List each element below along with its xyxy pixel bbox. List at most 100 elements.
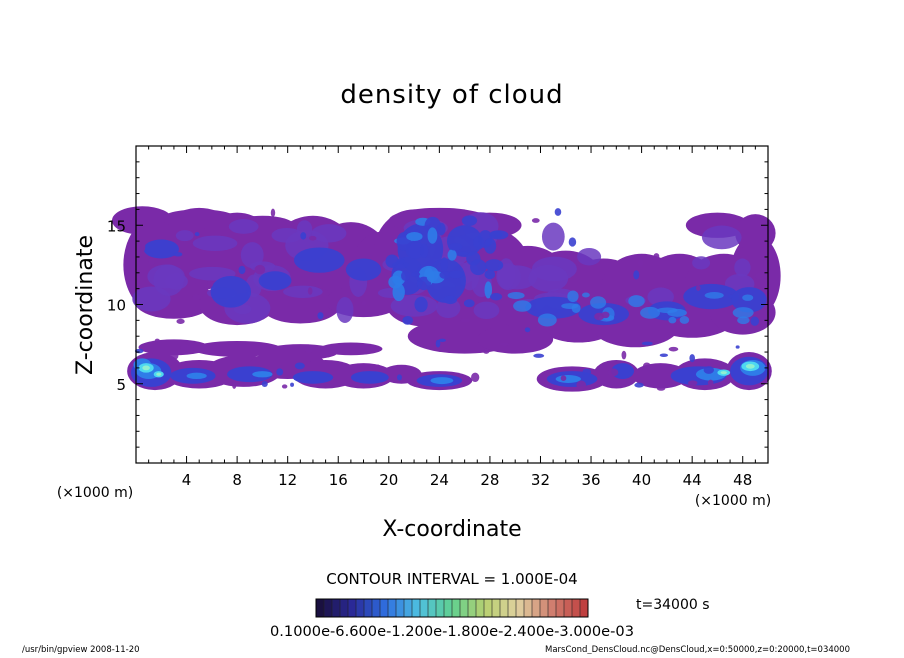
density-blob <box>304 344 313 354</box>
density-blob <box>531 218 540 223</box>
density-blob <box>463 299 475 308</box>
density-blob <box>490 293 503 301</box>
density-blob <box>416 276 432 291</box>
density-blob <box>156 372 162 376</box>
density-blob <box>345 258 382 281</box>
density-blob <box>507 291 525 300</box>
density-blob <box>483 348 490 354</box>
density-blob <box>401 270 411 282</box>
density-blob <box>754 272 766 280</box>
density-blob <box>300 232 307 240</box>
colorbar-cell <box>332 599 341 617</box>
density-blob <box>406 232 423 241</box>
density-blob <box>270 208 276 218</box>
density-blob <box>484 259 504 272</box>
density-blob <box>350 371 389 384</box>
density-blob <box>238 265 246 275</box>
density-blob <box>336 297 354 324</box>
contour-interval: CONTOUR INTERVAL = 1.000E-04 <box>326 570 577 588</box>
density-blob <box>307 287 313 295</box>
density-blob <box>571 303 581 314</box>
density-blob <box>687 380 698 386</box>
colorbar-cell <box>460 599 469 617</box>
density-blob <box>186 372 207 379</box>
colorbar-cell <box>428 599 437 617</box>
density-blob <box>607 368 619 377</box>
density-blob <box>707 379 714 387</box>
density-blob <box>524 327 531 333</box>
density-blob <box>153 264 184 297</box>
density-blob <box>473 301 500 320</box>
density-blob <box>576 380 587 390</box>
density-blob <box>656 386 666 391</box>
density-blob <box>621 350 627 360</box>
colorbar-cell <box>412 599 421 617</box>
colorbar-cell <box>380 599 389 617</box>
density-blob <box>750 316 760 326</box>
density-blob <box>541 222 565 251</box>
x-tick-label: 32 <box>531 471 550 489</box>
density-blob <box>457 251 469 256</box>
density-blob <box>194 232 200 237</box>
density-blob <box>696 285 701 291</box>
density-blob <box>143 239 179 259</box>
density-blob <box>228 219 259 234</box>
colorbar-cell <box>372 599 381 617</box>
density-blob <box>262 344 339 360</box>
density-blob <box>281 384 288 389</box>
x-tick-label: 12 <box>278 471 297 489</box>
density-blob <box>233 304 252 315</box>
density-blob <box>397 374 402 381</box>
density-blob <box>533 353 545 358</box>
density-blob <box>611 363 635 379</box>
colorbar-cell <box>420 599 429 617</box>
colorbar-cell <box>324 599 333 617</box>
colorbar-labels: 0.1000e-6.600e-1.200e-1.800e-2.400e-3.00… <box>270 624 634 640</box>
density-blob <box>447 249 457 261</box>
density-blob <box>737 316 750 325</box>
density-blob <box>207 280 214 288</box>
density-blob <box>484 238 497 254</box>
colorbar-cell <box>340 599 349 617</box>
density-blob <box>640 306 660 319</box>
density-blob <box>169 351 179 361</box>
density-blob <box>317 312 324 320</box>
density-blob <box>142 365 150 371</box>
x-tick-label: 48 <box>733 471 752 489</box>
density-blob <box>448 243 463 251</box>
density-blob <box>227 366 273 383</box>
colorbar-cell <box>572 599 581 617</box>
density-blob <box>735 214 776 253</box>
density-blob <box>668 316 677 324</box>
density-blob <box>633 270 640 280</box>
density-blob <box>232 380 237 389</box>
colorbar-cell <box>540 599 549 617</box>
density-blob <box>424 216 441 235</box>
heatmap-layer <box>111 206 781 392</box>
density-blob <box>499 342 510 346</box>
density-blob <box>402 316 414 325</box>
y-tick-label: 15 <box>107 217 126 235</box>
density-blob <box>601 311 610 319</box>
density-blob <box>735 345 740 349</box>
density-blob <box>180 344 192 351</box>
y-tick-label: 10 <box>107 297 126 315</box>
density-blob <box>427 227 438 244</box>
density-blob <box>141 242 146 252</box>
x-tick-label: 20 <box>379 471 398 489</box>
density-blob <box>628 295 645 308</box>
x-unit-left: (×1000 m) <box>57 485 133 501</box>
colorbar-cell <box>452 599 461 617</box>
density-blob <box>294 247 345 273</box>
density-blob <box>154 338 160 343</box>
density-blob <box>555 375 581 383</box>
density-blob <box>568 237 577 247</box>
density-blob <box>525 296 581 319</box>
density-blob <box>176 318 185 324</box>
x-tick-label: 8 <box>232 471 242 489</box>
density-blob <box>477 325 554 354</box>
density-blob <box>554 208 562 216</box>
density-blob <box>210 275 252 308</box>
density-blob <box>679 316 690 324</box>
